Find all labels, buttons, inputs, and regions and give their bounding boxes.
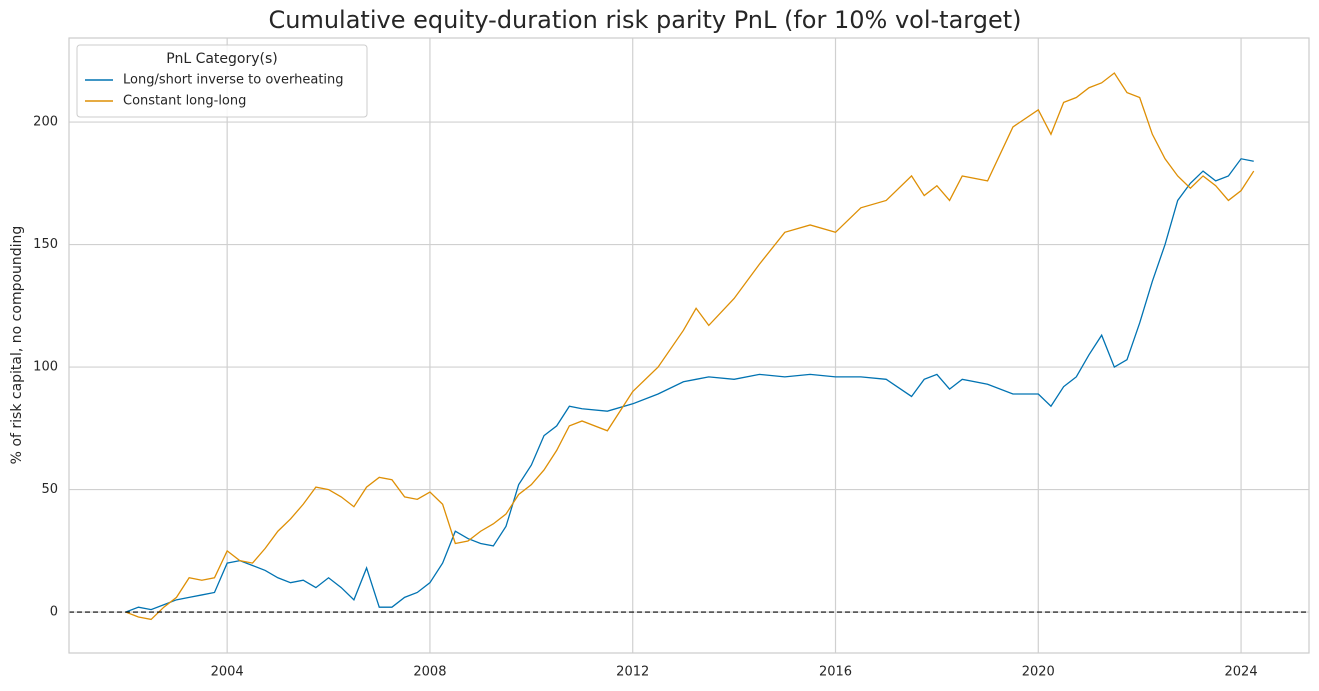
x-tick-label: 2016	[819, 665, 852, 680]
lines	[69, 72, 1309, 621]
y-tick-label: 100	[33, 360, 58, 375]
legend: PnL Category(s) Long/short inverse to ove…	[76, 44, 368, 118]
legend-label: Long/short inverse to overheating	[123, 73, 344, 88]
legend-title: PnL Category(s)	[166, 51, 278, 67]
series-line	[125, 72, 1255, 621]
legend-box	[76, 44, 368, 118]
y-tick-label: 0	[50, 605, 58, 620]
plot-frame	[68, 37, 1310, 654]
y-tick-label: 200	[33, 115, 58, 130]
x-tick-label: 2020	[1022, 665, 1055, 680]
series-line	[125, 158, 1254, 613]
legend-label: Constant long-long	[123, 94, 246, 109]
x-tick-label: 2012	[616, 665, 649, 680]
y-tick-label: 50	[41, 482, 58, 497]
y-axis-label: % of risk capital, no compounding	[9, 226, 25, 465]
x-tick-label: 2004	[211, 665, 244, 680]
y-tick-label: 150	[33, 237, 58, 252]
x-tick-label: 2024	[1225, 665, 1258, 680]
x-tick-label: 2008	[413, 665, 446, 680]
grid	[69, 38, 1309, 653]
chart-title: Cumulative equity-duration risk parity P…	[268, 6, 1021, 34]
